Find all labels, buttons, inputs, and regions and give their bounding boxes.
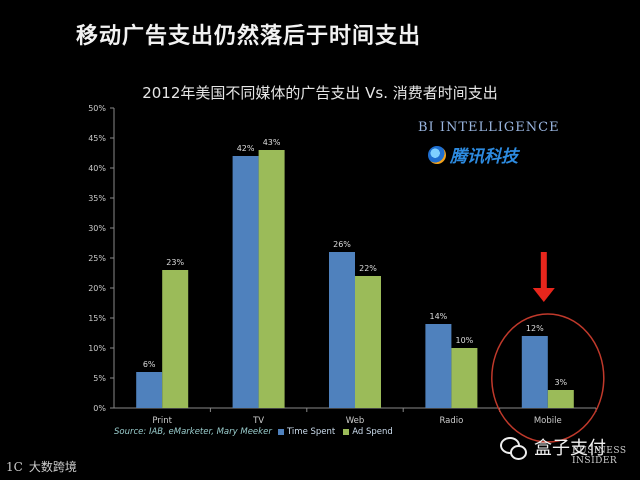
highlight-arrow-head [532, 288, 555, 302]
bar-time-spent [425, 324, 452, 408]
bar-ad-spend [355, 276, 381, 408]
tencent-logo-icon [428, 145, 446, 164]
bar-ad-spend [258, 150, 285, 408]
business-insider-line-2: INSIDER [572, 456, 618, 466]
bar-ad-spend [451, 348, 478, 408]
legend-item-ad-spend: Ad Spend [343, 427, 393, 437]
wechat-icon [500, 436, 527, 460]
legend-swatch-ad-spend [343, 429, 350, 435]
x-tick-label: Print [152, 416, 172, 426]
data-label: 26% [333, 240, 351, 249]
source-note: Source: IAB, eMarketer, Mary Meeker [114, 427, 272, 437]
business-insider-line-1: BUSINESS [572, 446, 627, 456]
wechat-account-name: 盒子支付 [534, 438, 606, 459]
legend-label-ad-spend: Ad Spend [352, 427, 393, 437]
bar-time-spent [521, 336, 548, 408]
y-tick-label: 30% [88, 224, 106, 233]
y-tick-label: 5% [93, 374, 106, 383]
wechat-account: 盒子支付 [500, 434, 606, 460]
bar-time-spent [136, 372, 163, 408]
y-tick-label: 25% [88, 254, 106, 263]
data-label: 43% [263, 138, 281, 147]
y-tick-label: 50% [88, 104, 106, 113]
tencent-tech-logo: 腾讯科技 [428, 142, 518, 167]
highlight-circle [491, 313, 605, 443]
bottom-left-watermark: 1C 大数跨境 [6, 458, 77, 475]
x-tick-label: Web [346, 416, 365, 426]
bar-ad-spend [162, 270, 189, 408]
data-label: 3% [554, 378, 567, 387]
highlight-arrow-shaft [540, 252, 547, 290]
tencent-tech-text: 腾讯科技 [450, 147, 518, 167]
y-tick-label: 0% [93, 404, 106, 413]
legend-label-time-spent: Time Spent [287, 427, 336, 437]
x-tick-label: Mobile [534, 416, 562, 426]
x-tick-label: Radio [439, 416, 463, 426]
bottom-left-mark: 1C [6, 459, 23, 474]
bar-ad-spend [547, 390, 574, 408]
legend-swatch-time-spent [278, 429, 284, 435]
data-label: 42% [237, 144, 255, 153]
page-headline: 移动广告支出仍然落后于时间支出 [76, 24, 422, 49]
chart-title: 2012年美国不同媒体的广告支出 Vs. 消费者时间支出 [142, 84, 498, 102]
y-tick-label: 20% [88, 284, 106, 293]
data-label: 22% [359, 264, 377, 273]
data-label: 23% [166, 258, 184, 267]
bar-time-spent [329, 252, 355, 408]
data-label: 6% [143, 360, 156, 369]
x-tick-label: TV [252, 416, 264, 426]
y-tick-label: 40% [88, 164, 106, 173]
y-tick-label: 45% [88, 134, 106, 143]
bottom-left-text: 大数跨境 [28, 460, 77, 474]
y-tick-label: 15% [88, 314, 106, 323]
chart-legend: Time Spent Ad Spend [278, 427, 393, 437]
bi-intelligence-logo: BI INTELLIGENCE [418, 120, 560, 135]
y-tick-label: 35% [88, 194, 106, 203]
bar-time-spent [232, 156, 259, 408]
y-tick-label: 10% [88, 344, 106, 353]
data-label: 14% [430, 312, 448, 321]
legend-item-time-spent: Time Spent [278, 427, 335, 437]
data-label: 12% [526, 324, 544, 333]
business-insider-logo: BUSINESS INSIDER [572, 446, 627, 466]
data-label: 10% [456, 336, 474, 345]
